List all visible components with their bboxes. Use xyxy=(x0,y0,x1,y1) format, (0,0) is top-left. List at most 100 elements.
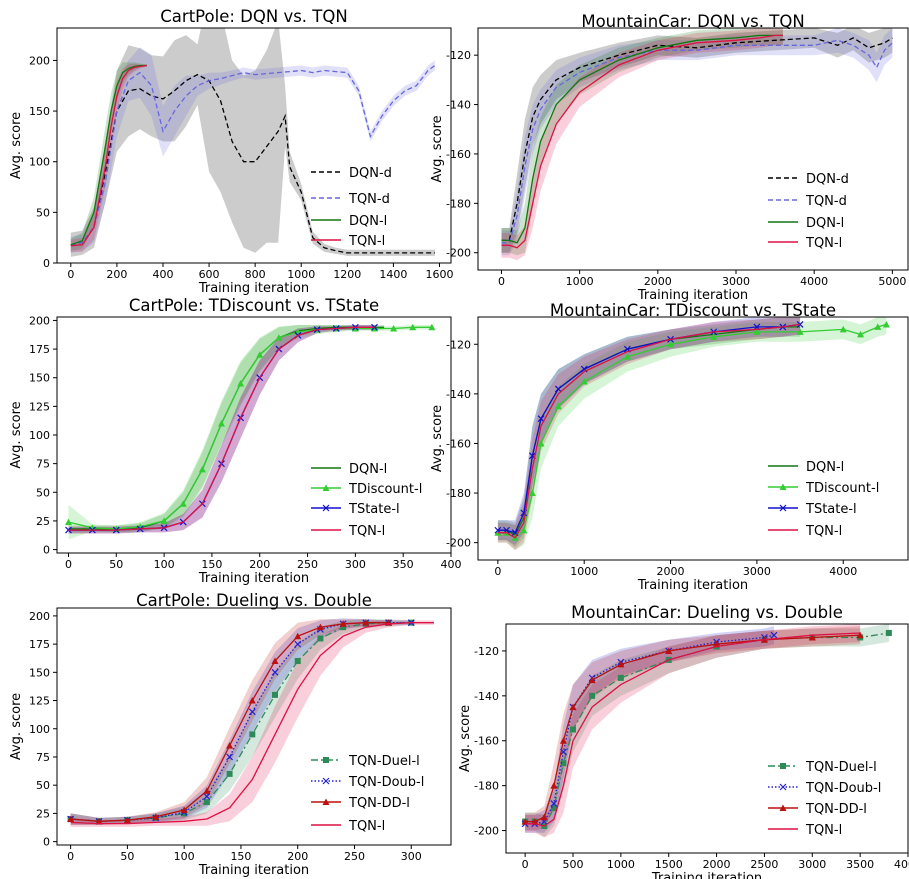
point-TQN-Duel-l xyxy=(885,629,892,636)
x-axis-label: Training iteration xyxy=(198,571,309,586)
point-TQN-DD-l xyxy=(152,813,160,820)
axes-frame xyxy=(477,27,909,271)
y-tick-label: -140 xyxy=(446,99,471,112)
point-TQN-DD-l xyxy=(617,660,625,668)
y-tick-label: 100 xyxy=(29,156,50,169)
x-tick-label: 1000 xyxy=(566,275,594,288)
point-TQN-Doub-l xyxy=(203,793,211,800)
x-tick-label: 200 xyxy=(287,850,308,863)
point-TDiscount-l xyxy=(64,518,72,526)
point-TQN-Duel-l xyxy=(617,674,624,681)
y-tick-label: -140 xyxy=(474,690,499,703)
point-TQN-DD-l xyxy=(294,632,302,640)
point-TDiscount-l xyxy=(160,517,168,524)
y-tick-label: 75 xyxy=(36,458,50,471)
x-tick-label: 100 xyxy=(154,558,175,571)
x-tick-label: 350 xyxy=(393,558,414,571)
x-tick-label: 1400 xyxy=(379,268,407,281)
x-tick-label: 400 xyxy=(152,268,173,281)
point-TDiscount-l xyxy=(882,320,890,328)
point-TQN-DD-l xyxy=(808,633,816,641)
x-tick-label: 2000 xyxy=(657,565,685,578)
point-TQN-DD-l xyxy=(339,620,347,627)
chart-panel-1: 0 200 400 600 800 1000 1200 1400 1600 0 50 100 150 20… xyxy=(9,7,453,296)
legend-label: TQN-l xyxy=(348,524,385,539)
line-TQN-l xyxy=(497,323,801,539)
legend-label: DQN-d xyxy=(806,172,849,187)
y-tick-label: 50 xyxy=(36,779,50,792)
x-axis-label: Training iteration xyxy=(651,871,762,879)
point-TQN-DD-l xyxy=(180,806,188,814)
band-TQN-Doub-l xyxy=(70,618,412,825)
y-tick-label: 150 xyxy=(29,372,50,385)
point-TQN-DD-l xyxy=(531,818,539,825)
y-tick-label: -160 xyxy=(474,735,499,748)
x-tick-label: 2000 xyxy=(703,858,731,871)
legend-label: TQN-l xyxy=(805,524,842,539)
chart-title: CartPole: DQN vs. TQN xyxy=(160,7,347,26)
point-TDiscount-l xyxy=(753,328,761,335)
x-tick-label: 600 xyxy=(199,268,220,281)
band-TQN-d xyxy=(501,28,893,256)
x-tick-label: 200 xyxy=(106,268,127,281)
band-TQN-l xyxy=(70,63,147,252)
y-tick-label: -200 xyxy=(474,825,499,838)
axes-frame xyxy=(56,607,452,846)
point-TQN-DD-l xyxy=(588,676,596,684)
chart-title: MountainCar: TDiscount vs. TState xyxy=(550,301,836,320)
legend-label: TQN-l xyxy=(805,236,842,251)
point-TQN-DD-l xyxy=(95,817,103,825)
point-TDiscount-l xyxy=(494,529,502,536)
point-TState-l xyxy=(65,526,72,534)
band-DQN-l xyxy=(501,28,783,256)
legend-marker-TDiscount-l xyxy=(779,483,787,490)
legend-label: TDiscount-l xyxy=(805,481,879,496)
x-tick-label: 5000 xyxy=(878,275,906,288)
point-TQN-Doub-l xyxy=(550,800,558,808)
point-TDiscount-l xyxy=(390,324,398,332)
y-tick-label: -180 xyxy=(474,780,499,793)
x-tick-label: 300 xyxy=(345,558,366,571)
y-tick-label: 25 xyxy=(36,807,50,820)
y-tick-label: 0 xyxy=(43,257,50,270)
legend-label: TQN-DD-l xyxy=(348,796,410,811)
point-TDiscount-l xyxy=(179,500,187,507)
x-tick-label: 4000 xyxy=(829,565,857,578)
point-TDiscount-l xyxy=(409,323,417,331)
point-TQN-DD-l xyxy=(540,813,548,821)
legend-label: TQN-d xyxy=(805,194,847,209)
y-tick-label: 50 xyxy=(36,206,50,219)
x-tick-label: 800 xyxy=(245,268,266,281)
point-TDiscount-l xyxy=(554,402,562,410)
line-TQN-DD-l xyxy=(70,622,389,822)
x-tick-label: 500 xyxy=(563,858,584,871)
y-axis-label: Avg. score xyxy=(458,705,473,772)
y-tick-label: 200 xyxy=(29,314,50,327)
x-tick-label: 150 xyxy=(230,850,251,863)
x-tick-label: 0 xyxy=(498,275,505,288)
axes-frame xyxy=(56,27,452,264)
point-TQN-Duel-l xyxy=(560,760,567,767)
point-TDiscount-l xyxy=(198,465,206,473)
legend: DQN-l TDiscount-l TState-l TQN-l xyxy=(311,462,422,539)
x-tick-label: 0 xyxy=(522,858,529,871)
point-TDiscount-l xyxy=(623,353,631,360)
point-TQN-Doub-l xyxy=(271,668,279,676)
legend-label: TQN-DD-l xyxy=(805,802,867,817)
x-tick-label: 0 xyxy=(67,268,74,281)
line-TQN-l xyxy=(70,622,434,825)
point-TDiscount-l xyxy=(217,420,225,427)
legend-marker-TQN-Doub-l xyxy=(322,777,330,785)
y-tick-label: 125 xyxy=(29,695,50,708)
x-tick-label: 3000 xyxy=(798,858,826,871)
y-tick-label: -180 xyxy=(446,487,471,500)
line-TQN-l xyxy=(525,632,861,827)
legend-label: DQN-d xyxy=(349,166,392,181)
y-tick-label: -160 xyxy=(446,437,471,450)
chart-title: CartPole: Dueling vs. Double xyxy=(136,591,372,610)
point-TQN-DD-l xyxy=(569,703,577,711)
axes-frame xyxy=(477,316,909,561)
line-DQN-l xyxy=(501,34,783,244)
band-TQN-DD-l xyxy=(525,626,861,831)
